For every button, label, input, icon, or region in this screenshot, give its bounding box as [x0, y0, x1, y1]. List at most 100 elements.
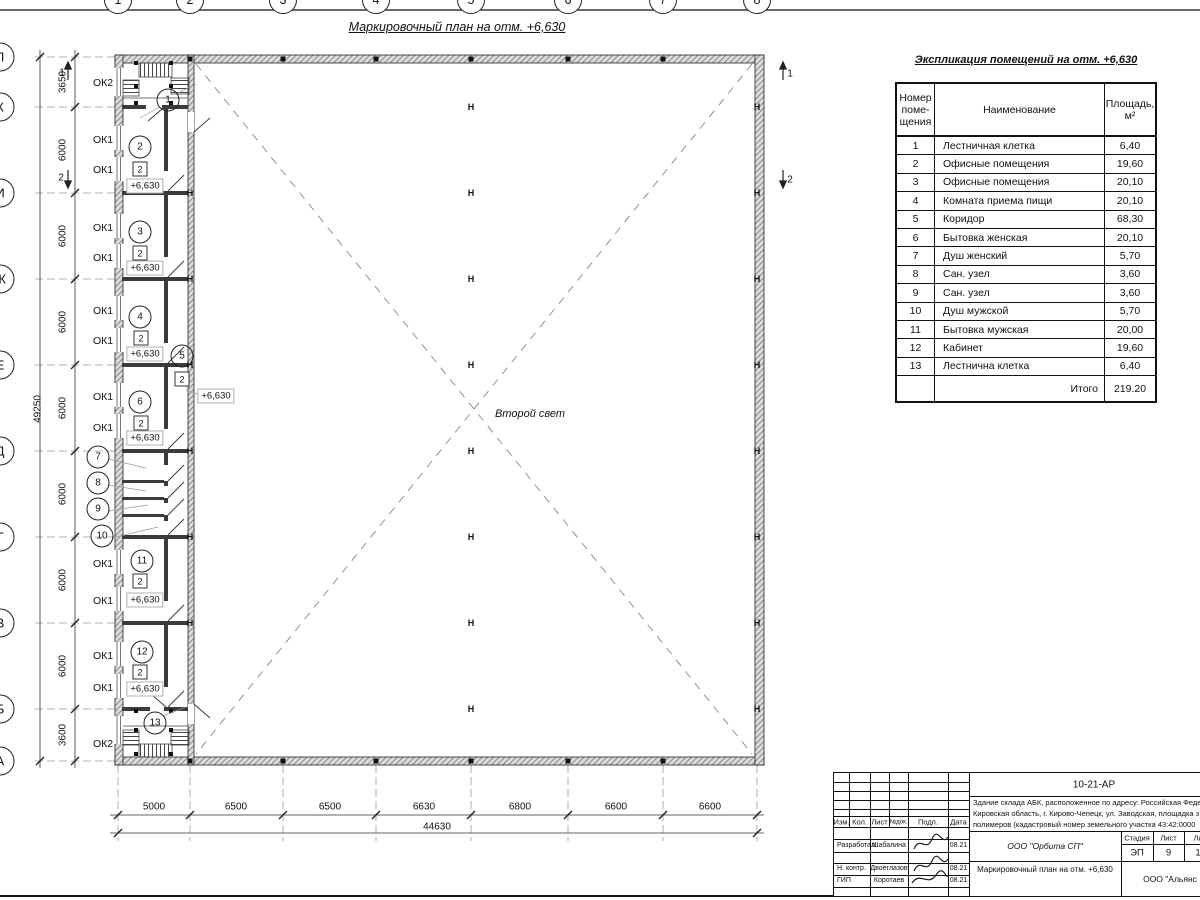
horizontal-dimension: 6800 [508, 801, 532, 813]
building-walls [114, 54, 765, 766]
table-row: 3 Офисные помещения 20,10 [897, 172, 1155, 192]
room-area-cell: 20,10 [1116, 231, 1144, 244]
room-name-cell: Офисные помещения [935, 173, 1105, 192]
vertical-total-dimension: 49250 [32, 395, 44, 423]
signature-role: ГИП [837, 877, 851, 884]
vertical-dimension: 6000 [57, 310, 69, 334]
titleblock-line [969, 796, 1200, 797]
titleblock-line [1184, 831, 1185, 861]
room-number-bubble: 13 [143, 711, 167, 735]
room-number-cell: 12 [897, 339, 935, 357]
window-mark-label: ОК1 [92, 335, 114, 347]
room-area-cell: 3,60 [1119, 286, 1141, 299]
door-swings [147, 108, 211, 724]
horizontal-dimension: 6500 [318, 801, 342, 813]
vertical-dimension: 3600 [57, 723, 69, 747]
table-row: 7 Душ женский 5,70 [897, 246, 1155, 265]
window-mark-label: ОК1 [92, 595, 114, 607]
window-mark-label: ОК1 [92, 558, 114, 570]
titleblock-line [834, 875, 969, 876]
table-header-row: Номер поме- щения Наименование Площадь, … [897, 84, 1155, 137]
vertical-dimension: 6000 [57, 138, 69, 162]
vertical-dimension: 6000 [57, 482, 69, 506]
steel-column-mark: Н [467, 446, 475, 456]
vertical-dimension: 6000 [57, 568, 69, 592]
window-mark-label: ОК1 [92, 682, 114, 694]
titleblock-line [1121, 844, 1200, 845]
window-mark-label: ОК1 [92, 252, 114, 264]
elevation-label: +6,630 [126, 346, 164, 362]
title-block: Изм. Кол. Лист №док. Подп. Дата 10-21-АР… [833, 772, 1200, 897]
room-area-cell: 20,10 [1116, 194, 1144, 207]
signature-name: Шабалина [872, 841, 906, 849]
finish-type-mark: 2 [133, 415, 149, 431]
steel-column-mark: Н [186, 446, 194, 456]
steel-column-mark: Н [186, 188, 194, 198]
tb-col-izm: Изм. [833, 817, 850, 826]
room-name-cell: Комната приема пищи [935, 192, 1105, 210]
elevation-label: +6,630 [126, 178, 164, 194]
signature-date: 08.21 [949, 841, 968, 849]
room-area-cell: 68,30 [1116, 213, 1144, 226]
table-total-row: Итого 219.20 [897, 375, 1155, 402]
room-name-cell: Лестнична клетка [935, 357, 1105, 376]
room-name-cell: Душ женский [935, 247, 1105, 265]
signature-role: Разработал [837, 841, 876, 849]
table-row: 4 Комната приема пищи 20,10 [897, 191, 1155, 210]
finish-type-mark: 2 [133, 330, 149, 346]
axis-grid-lines [35, 56, 758, 841]
room-number-bubble: 12 [130, 640, 154, 664]
signature-row: Разработал Шабалина 08.21 [834, 840, 969, 852]
room-number-bubble: 5 [170, 344, 194, 368]
steel-column-mark: Н [186, 532, 194, 542]
steel-column-mark: Н [753, 274, 761, 284]
table-row: 10 Душ мужской 5,70 [897, 301, 1155, 320]
elevation-label: +6,630 [126, 681, 164, 697]
total-value: 219.20 [1113, 382, 1147, 395]
room-name-cell: Сан. узел [935, 284, 1105, 302]
steel-column-mark: Н [467, 704, 475, 714]
signature-name: Двоеглазов [870, 865, 908, 872]
sheet-label: Лист [1160, 833, 1177, 842]
titleblock-line [834, 839, 969, 840]
steel-column-mark: Н [753, 532, 761, 542]
signatures [911, 833, 949, 884]
room-name-cell: Лестничная клетка [935, 137, 1105, 155]
room-number-bubble: 6 [128, 390, 152, 414]
window-mark-label: ОК2 [92, 738, 114, 750]
room-number-cell: 3 [897, 173, 935, 192]
titleblock-line [834, 827, 969, 828]
vertical-dimension: 6000 [57, 654, 69, 678]
steel-column-mark: Н [467, 102, 475, 112]
windows [114, 68, 124, 744]
tb-col-ndok: №док. [889, 818, 908, 825]
titleblock-line [834, 809, 969, 810]
titleblock-line [969, 773, 970, 896]
titleblock-line [1121, 831, 1122, 896]
project-description-line: полимеров (кадастровый номер земельного … [973, 819, 1196, 829]
sheets-value: 1 [1195, 847, 1200, 858]
signature-role: Н. контр. [837, 865, 866, 872]
finish-type-mark: 2 [132, 573, 148, 589]
room-area-cell: 19,60 [1116, 158, 1144, 171]
room-number-bubble: 1 [156, 88, 180, 112]
table-row: 12 Кабинет 19,60 [897, 338, 1155, 357]
room-number-bubble: 11 [130, 549, 154, 573]
finish-type-mark: 2 [174, 371, 190, 387]
room-number-bubble: 3 [128, 220, 152, 244]
room-area-cell: 19,60 [1116, 341, 1144, 354]
titleblock-line [834, 887, 969, 888]
steel-column-mark: Н [467, 618, 475, 628]
window-mark-label: ОК1 [92, 164, 114, 176]
section-mark-number: 2 [58, 172, 64, 184]
titleblock-line [834, 852, 969, 853]
room-number-cell: 8 [897, 265, 935, 284]
room-number-bubble: 2 [128, 135, 152, 159]
window-mark-label: ОК1 [92, 134, 114, 146]
void-cross-lines [195, 63, 753, 755]
window-mark-label: ОК2 [92, 77, 114, 89]
project-description-line: Кировская область, г. Кирово-Чепецк, ул.… [973, 808, 1200, 818]
room-number-bubble: 9 [86, 497, 110, 521]
finish-type-mark: 2 [132, 245, 148, 261]
